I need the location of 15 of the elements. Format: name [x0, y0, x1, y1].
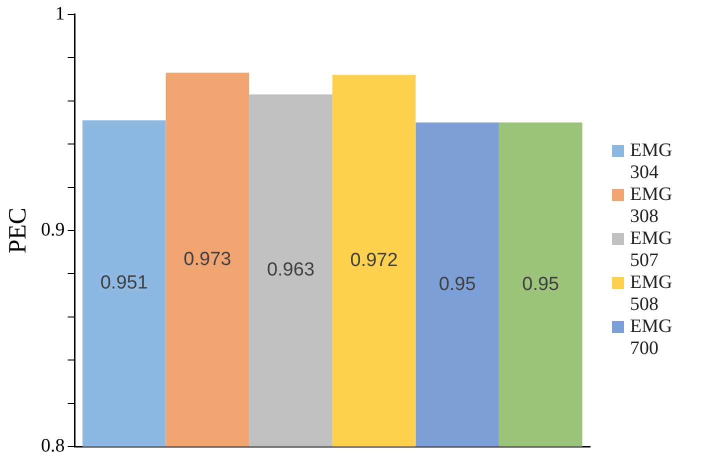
legend-label: EMG 308	[630, 184, 674, 228]
y-tick-label: 1	[55, 3, 65, 24]
data-label: 0.951	[100, 272, 148, 294]
data-label: 0.95	[438, 274, 476, 295]
legend-label: EMG 304	[630, 140, 674, 184]
y-axis-title: PEC	[4, 208, 32, 254]
data-label: 0.973	[184, 248, 232, 270]
y-tick-label: 0.8	[41, 436, 65, 457]
legend-label: EMG 508	[630, 272, 674, 316]
legend-label: EMG 507	[630, 228, 674, 272]
data-label: 0.95	[522, 274, 560, 295]
data-label: 0.963	[266, 260, 314, 281]
legend-label: EMG 700	[630, 316, 674, 360]
data-label: 0.972	[350, 250, 398, 271]
y-tick-label: 0.9	[41, 219, 65, 240]
